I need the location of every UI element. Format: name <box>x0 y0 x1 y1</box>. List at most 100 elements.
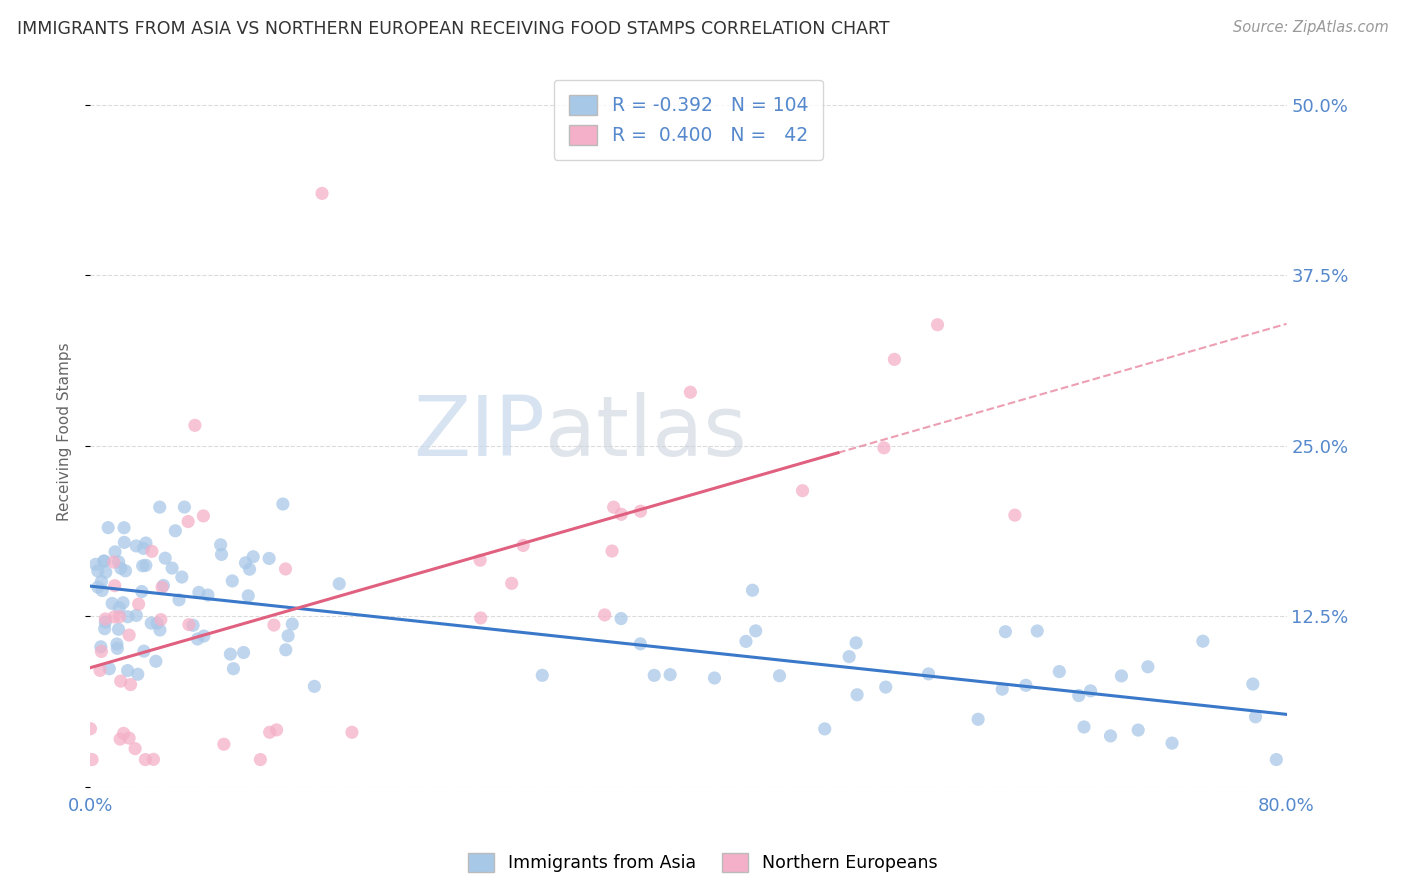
Point <box>141 616 163 631</box>
Point <box>768 669 790 683</box>
Point <box>84 558 107 572</box>
Point <box>1047 665 1070 679</box>
Point <box>108 732 131 747</box>
Point <box>991 682 1014 697</box>
Point <box>1099 729 1122 743</box>
Point <box>277 629 299 643</box>
Point <box>101 597 124 611</box>
Point <box>108 609 131 624</box>
Point <box>146 616 169 631</box>
Point <box>187 632 209 646</box>
Point <box>112 521 135 535</box>
Point <box>173 500 195 514</box>
Point <box>1161 736 1184 750</box>
Point <box>1128 723 1150 737</box>
Point <box>177 515 200 529</box>
Point <box>846 688 869 702</box>
Point <box>184 418 207 433</box>
Point <box>659 667 682 681</box>
Point <box>132 644 155 658</box>
Point <box>142 752 165 766</box>
Point <box>232 646 254 660</box>
Point <box>235 556 257 570</box>
Point <box>212 737 235 751</box>
Point <box>112 596 135 610</box>
Point <box>512 538 534 552</box>
Point <box>124 741 146 756</box>
Point <box>967 712 990 726</box>
Point <box>117 664 139 678</box>
Point <box>91 583 114 598</box>
Point <box>274 643 297 657</box>
Point <box>127 667 149 681</box>
Point <box>145 654 167 668</box>
Point <box>221 574 243 588</box>
Point <box>94 615 117 630</box>
Point <box>628 637 651 651</box>
Point <box>118 731 141 746</box>
Point <box>149 500 172 515</box>
Point <box>187 585 209 599</box>
Point <box>87 564 110 578</box>
Point <box>602 500 624 515</box>
Point <box>141 544 163 558</box>
Point <box>610 611 633 625</box>
Point <box>600 544 623 558</box>
Point <box>97 521 120 535</box>
Point <box>1244 710 1267 724</box>
Point <box>125 539 148 553</box>
Point <box>1073 720 1095 734</box>
Point <box>470 611 492 625</box>
Point <box>104 545 127 559</box>
Point <box>103 555 125 569</box>
Point <box>501 576 523 591</box>
Point <box>274 562 297 576</box>
Point <box>1241 677 1264 691</box>
Point <box>238 562 260 576</box>
Point <box>630 504 652 518</box>
Point <box>128 597 150 611</box>
Point <box>160 561 183 575</box>
Point <box>131 558 153 573</box>
Point <box>89 664 111 678</box>
Point <box>112 726 135 740</box>
Point <box>304 679 326 693</box>
Point <box>131 584 153 599</box>
Point <box>222 662 245 676</box>
Point <box>311 186 333 201</box>
Point <box>610 508 633 522</box>
Point <box>135 536 157 550</box>
Point <box>108 600 131 615</box>
Point <box>98 662 121 676</box>
Point <box>271 497 294 511</box>
Point <box>90 644 112 658</box>
Point <box>679 385 702 400</box>
Point <box>152 578 174 592</box>
Point <box>845 636 868 650</box>
Legend: R = -0.392   N = 104, R =  0.400   N =   42: R = -0.392 N = 104, R = 0.400 N = 42 <box>554 79 824 160</box>
Point <box>927 318 949 332</box>
Point <box>103 610 125 624</box>
Point <box>211 548 233 562</box>
Point <box>87 580 110 594</box>
Point <box>741 583 763 598</box>
Point <box>814 722 837 736</box>
Point <box>107 622 129 636</box>
Point <box>340 725 363 739</box>
Point <box>838 649 860 664</box>
Point <box>90 640 112 654</box>
Point <box>744 624 766 638</box>
Point <box>94 612 117 626</box>
Point <box>120 677 142 691</box>
Point <box>93 622 115 636</box>
Point <box>105 641 128 656</box>
Point <box>259 725 281 739</box>
Point <box>917 666 939 681</box>
Point <box>107 555 129 569</box>
Point <box>1111 669 1133 683</box>
Point <box>110 674 132 689</box>
Point <box>181 618 204 632</box>
Text: Source: ZipAtlas.com: Source: ZipAtlas.com <box>1233 20 1389 35</box>
Point <box>468 553 491 567</box>
Point <box>150 580 173 594</box>
